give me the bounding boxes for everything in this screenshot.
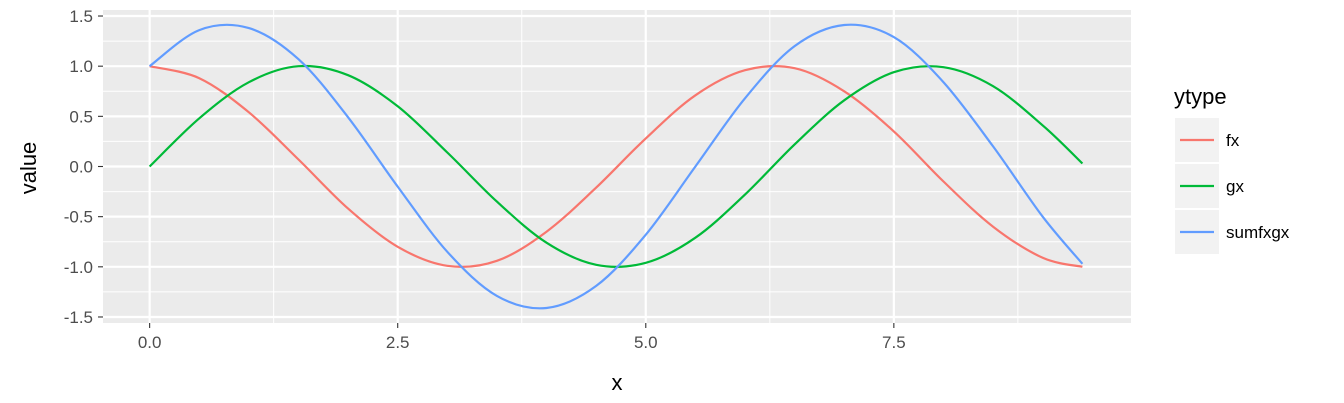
- y-axis: -1.5 -1.0 -0.5 0.0 0.5 1.0 1.5: [64, 7, 103, 327]
- x-tick-label: 0.0: [138, 333, 162, 352]
- y-tick-label: -1.5: [64, 308, 93, 327]
- y-tick-label: -1.0: [64, 258, 93, 277]
- x-tick-label: 2.5: [386, 333, 410, 352]
- legend-title: ytype: [1174, 84, 1227, 109]
- legend-label-sumfxgx: sumfxgx: [1226, 223, 1290, 242]
- y-tick-label: 1.5: [69, 7, 93, 26]
- x-axis: 0.0 2.5 5.0 7.5: [138, 323, 906, 352]
- y-tick-label: 0.5: [69, 107, 93, 126]
- y-tick-label: -0.5: [64, 208, 93, 227]
- x-axis-title: x: [612, 370, 623, 395]
- y-tick-label: 0.0: [69, 158, 93, 177]
- x-tick-label: 7.5: [882, 333, 906, 352]
- legend-label-fx: fx: [1226, 131, 1240, 150]
- y-axis-title: value: [16, 142, 41, 195]
- x-tick-label: 5.0: [634, 333, 658, 352]
- series-line-fx: [149, 65, 1083, 268]
- legend-label-gx: gx: [1226, 177, 1244, 196]
- y-tick-label: 1.0: [69, 57, 93, 76]
- legend: fx gx sumfxgx: [1175, 118, 1290, 254]
- series-line-sumfxgx: [148, 23, 1084, 310]
- series-lines: [148, 23, 1084, 310]
